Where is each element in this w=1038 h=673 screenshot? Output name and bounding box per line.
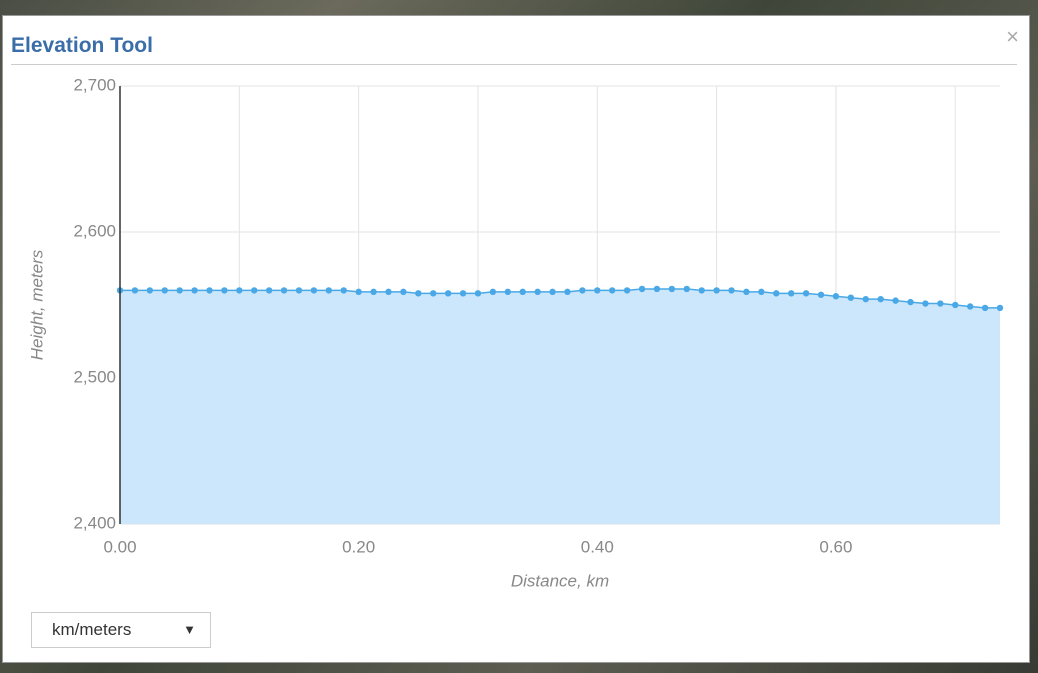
data-point <box>609 287 616 294</box>
data-point <box>937 300 944 307</box>
data-point <box>549 288 556 296</box>
data-point <box>892 297 899 304</box>
data-point <box>638 285 646 293</box>
data-point <box>534 288 541 296</box>
y-tick-label: 2,400 <box>73 513 116 532</box>
data-point <box>221 287 228 294</box>
data-point <box>653 285 661 293</box>
data-point <box>981 304 989 312</box>
y-tick-label: 2,700 <box>73 75 116 94</box>
area-fill <box>120 288 1000 524</box>
data-point <box>444 290 452 297</box>
data-point <box>966 303 974 310</box>
data-point <box>594 287 601 294</box>
data-point <box>877 295 884 303</box>
data-point <box>280 287 288 294</box>
dialog-title: Elevation Tool <box>11 34 153 57</box>
data-point <box>683 285 690 293</box>
unit-dropdown[interactable]: km/meters ▼ <box>31 612 211 648</box>
data-point <box>743 288 750 296</box>
data-point <box>265 287 273 294</box>
data-point <box>236 287 243 294</box>
x-tick-label: 0.40 <box>581 537 614 556</box>
data-point <box>355 288 362 296</box>
data-point <box>131 287 139 294</box>
separator <box>11 64 1017 65</box>
data-point <box>952 301 959 309</box>
data-point <box>385 288 392 296</box>
data-point <box>996 304 1004 312</box>
data-point <box>623 287 631 294</box>
x-tick-label: 0.00 <box>103 537 136 556</box>
data-point <box>295 287 303 294</box>
data-point <box>325 287 333 294</box>
y-axis-label: Height, meters <box>27 249 46 360</box>
data-point <box>564 288 571 296</box>
y-tick-label: 2,600 <box>73 221 116 240</box>
data-point <box>579 287 586 294</box>
x-tick-label: 0.20 <box>342 537 375 556</box>
data-point <box>758 288 765 296</box>
data-point <box>191 287 198 294</box>
data-point <box>370 288 377 296</box>
data-point <box>430 290 437 297</box>
data-point <box>698 287 705 294</box>
data-point <box>474 290 482 297</box>
data-point <box>489 288 497 296</box>
data-point <box>415 290 422 297</box>
data-point <box>773 290 780 297</box>
data-point <box>713 287 720 294</box>
close-button[interactable]: × <box>1006 24 1019 49</box>
dropdown-arrow: ▼ <box>183 622 196 637</box>
data-point <box>176 287 183 294</box>
data-point <box>847 294 855 301</box>
y-tick-label: 2,500 <box>73 367 116 386</box>
data-point <box>922 300 929 307</box>
data-point <box>206 287 213 294</box>
data-point <box>832 293 840 300</box>
data-point <box>161 287 168 294</box>
dropdown-label: km/meters <box>52 620 132 639</box>
data-point <box>459 290 467 297</box>
data-point <box>504 288 511 296</box>
data-point <box>400 288 407 296</box>
x-axis-label: Distance, km <box>511 571 609 590</box>
data-point <box>310 287 318 294</box>
data-point <box>251 287 258 294</box>
data-point <box>728 287 735 294</box>
x-tick-label: 0.60 <box>819 537 852 556</box>
data-point <box>519 288 526 296</box>
data-point <box>907 298 914 306</box>
data-point <box>146 287 154 294</box>
data-point <box>668 285 676 293</box>
data-point <box>802 290 810 297</box>
data-point <box>862 295 869 303</box>
data-point <box>787 290 795 297</box>
data-point <box>817 291 825 298</box>
data-point <box>340 287 347 294</box>
